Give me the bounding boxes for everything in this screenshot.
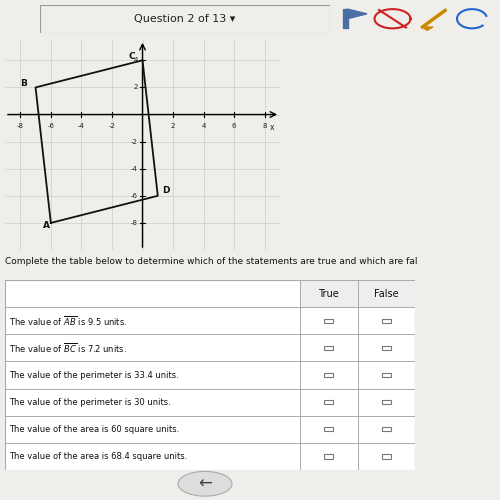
Text: B: B (20, 79, 27, 88)
Bar (324, 318, 334, 323)
Bar (300, 280, 415, 307)
Text: True: True (318, 288, 340, 298)
Bar (343, 9, 347, 29)
Circle shape (178, 472, 232, 496)
Bar (382, 318, 391, 323)
Text: ←: ← (198, 475, 212, 493)
Bar (382, 400, 391, 404)
Bar (324, 427, 334, 432)
Text: x: x (270, 122, 274, 132)
Text: -2: -2 (131, 138, 138, 144)
Text: -4: -4 (78, 122, 85, 128)
Text: -2: -2 (108, 122, 116, 128)
Text: The value of the area is 60 square units.: The value of the area is 60 square units… (9, 425, 179, 434)
Text: 4: 4 (202, 122, 206, 128)
Text: -4: -4 (131, 166, 138, 172)
Text: A: A (43, 222, 50, 230)
Text: The value of the perimeter is 30 units.: The value of the perimeter is 30 units. (9, 398, 171, 406)
Bar (324, 454, 334, 458)
Text: The value of $\overline{AB}$ is 9.5 units.: The value of $\overline{AB}$ is 9.5 unit… (9, 314, 128, 328)
Text: 2: 2 (171, 122, 175, 128)
Bar (324, 346, 334, 350)
Text: D: D (162, 186, 170, 195)
Text: 4: 4 (134, 58, 138, 64)
Polygon shape (348, 9, 367, 18)
Bar (382, 346, 391, 350)
Text: False: False (374, 288, 398, 298)
Text: 8: 8 (262, 122, 267, 128)
Bar (382, 454, 391, 458)
Text: C: C (129, 52, 136, 61)
Text: The value of the area is 68.4 square units.: The value of the area is 68.4 square uni… (9, 452, 188, 461)
Text: -8: -8 (17, 122, 24, 128)
Bar (382, 373, 391, 377)
Text: -6: -6 (131, 193, 138, 199)
Text: Complete the table below to determine which of the statements are true and which: Complete the table below to determine wh… (5, 257, 418, 266)
Text: The value of $\overline{BC}$ is 7.2 units.: The value of $\overline{BC}$ is 7.2 unit… (9, 341, 127, 355)
Text: -8: -8 (131, 220, 138, 226)
Text: 6: 6 (232, 122, 236, 128)
Text: -6: -6 (48, 122, 54, 128)
Polygon shape (422, 27, 433, 30)
Bar (324, 373, 334, 377)
Text: The value of the perimeter is 33.4 units.: The value of the perimeter is 33.4 units… (9, 370, 179, 380)
Text: 2: 2 (134, 84, 138, 90)
Bar (324, 400, 334, 404)
Bar (382, 427, 391, 432)
Text: Question 2 of 13 ▾: Question 2 of 13 ▾ (134, 14, 235, 24)
